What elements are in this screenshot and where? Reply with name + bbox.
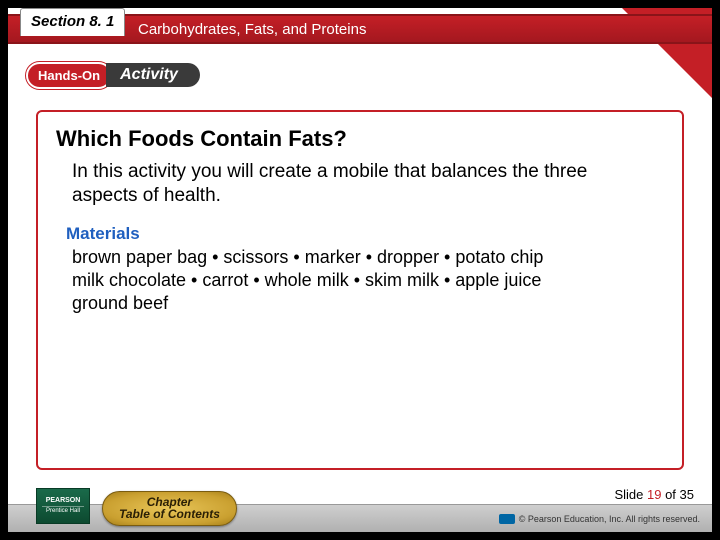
toc-line2: Table of Contents [119, 508, 220, 521]
pearson-icon [499, 514, 515, 524]
materials-line: brown paper bag • scissors • marker • dr… [72, 246, 644, 269]
chapter-title: Carbohydrates, Fats, and Proteins [138, 21, 366, 38]
copyright: © Pearson Education, Inc. All rights res… [499, 514, 700, 524]
footer: © Pearson Education, Inc. All rights res… [8, 480, 712, 532]
section-tab: Section 8. 1 [20, 8, 125, 36]
header: Carbohydrates, Fats, and Proteins Sectio… [8, 8, 712, 54]
content-panel: Which Foods Contain Fats? In this activi… [36, 110, 684, 470]
toc-button[interactable]: Chapter Table of Contents [102, 491, 237, 526]
publisher-logo: PEARSON Prentice Hall [36, 488, 90, 524]
activity-intro: In this activity you will create a mobil… [72, 160, 644, 208]
materials-list: brown paper bag • scissors • marker • dr… [72, 246, 644, 316]
copyright-text: © Pearson Education, Inc. All rights res… [519, 514, 700, 524]
logo-top: PEARSON [42, 497, 84, 507]
materials-line: ground beef [72, 292, 644, 315]
activity-label: Activity [106, 63, 200, 87]
materials-line: milk chocolate • carrot • whole milk • s… [72, 269, 644, 292]
activity-badge: Hands-On Activity [26, 60, 200, 90]
slide-container: Carbohydrates, Fats, and Proteins Sectio… [8, 8, 712, 532]
materials-heading: Materials [66, 224, 664, 244]
hands-on-label: Hands-On [26, 62, 112, 89]
logo-bottom: Prentice Hall [46, 508, 80, 515]
activity-title: Which Foods Contain Fats? [56, 126, 664, 152]
